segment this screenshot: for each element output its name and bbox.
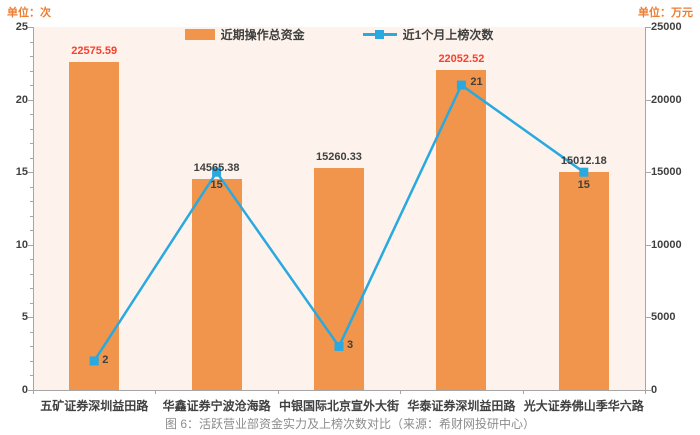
right-axis-tick [646, 390, 651, 391]
left-axis-minor-tick [30, 114, 33, 116]
x-axis-tick [645, 390, 646, 394]
left-axis-minor-tick [30, 346, 33, 348]
bar-value-label: 15012.18 [560, 155, 607, 168]
legend: 近期操作总资金 近1个月上榜次数 [33, 26, 645, 43]
right-axis-tick-label: 15000 [651, 166, 682, 179]
bar-value-label: 22052.52 [438, 52, 485, 65]
right-axis-tick [646, 99, 651, 101]
right-axis-line [645, 27, 646, 391]
line-point-marker [579, 167, 589, 177]
right-axis-tick-label: 10000 [651, 238, 682, 251]
category-label: 华泰证券深圳益田路 [407, 399, 516, 413]
left-axis-minor-tick [30, 259, 33, 261]
right-axis-tick-label: 25000 [651, 21, 682, 33]
left-axis-minor-tick [30, 201, 33, 203]
x-axis-tick [155, 390, 157, 394]
left-axis-tick [28, 172, 33, 174]
line-point-marker [334, 341, 344, 351]
right-axis-tick-label: 20000 [651, 93, 682, 106]
left-axis-unit-label: 单位：次 [7, 7, 51, 19]
left-axis-line [33, 27, 34, 391]
legend-line-label: 近1个月上榜次数 [402, 28, 494, 42]
left-axis-tick [28, 390, 33, 391]
right-axis-tick [646, 244, 651, 246]
left-axis-tick [28, 244, 33, 246]
right-axis-tick-label: 0 [651, 384, 658, 396]
left-axis-minor-tick [30, 128, 33, 130]
x-axis-tick [277, 390, 279, 394]
category-label: 中银国际北京宣外大街 [278, 399, 399, 413]
line-path [93, 83, 585, 362]
left-axis-minor-tick [30, 331, 33, 333]
line-point-label: 15 [577, 179, 590, 192]
right-axis-tick [646, 27, 651, 28]
left-axis-tick-label: 15 [15, 166, 28, 179]
figure-caption: 图 6：活跃营业部资金实力及上榜次数对比（来源：希财网投研中心） [164, 417, 535, 431]
line-point-marker [212, 167, 222, 177]
bar [314, 168, 364, 390]
left-axis-minor-tick [30, 56, 33, 58]
category-label: 华鑫证券宁波沧海路 [162, 399, 271, 413]
legend-bar-label: 近期操作总资金 [220, 28, 305, 42]
left-axis-minor-tick [30, 230, 33, 232]
left-axis-tick-label: 0 [21, 384, 28, 396]
bar-series-swatch-icon [184, 29, 215, 40]
left-axis-tick [28, 317, 33, 319]
line-point-label: 3 [347, 339, 354, 352]
left-axis-minor-tick [30, 143, 33, 145]
right-axis-tick-label: 5000 [651, 311, 676, 324]
category-label: 光大证券佛山季华六路 [523, 399, 644, 413]
left-axis-minor-tick [30, 85, 33, 87]
left-axis-minor-tick [30, 215, 33, 217]
x-axis-tick [33, 390, 34, 394]
left-axis-minor-tick [30, 288, 33, 290]
left-axis-tick-label: 20 [15, 93, 28, 106]
x-axis-tick [400, 390, 402, 394]
line-point-marker [456, 80, 466, 90]
bar [191, 178, 242, 390]
left-axis-minor-tick [30, 41, 33, 43]
legend-item-line-series: 近1个月上榜次数 [362, 26, 494, 43]
right-axis-unit-label: 单位：万元 [638, 7, 693, 19]
left-axis-minor-tick [30, 273, 33, 275]
bottom-axis-line [28, 390, 650, 391]
category-label: 五矿证券深圳益田路 [40, 399, 149, 413]
right-axis-tick [646, 317, 651, 319]
line-point-label: 15 [210, 179, 223, 192]
bar-value-label: 14565.38 [193, 161, 240, 174]
legend-item-bar-series: 近期操作总资金 [184, 26, 305, 43]
left-axis-minor-tick [30, 186, 33, 188]
left-axis-minor-tick [30, 375, 33, 377]
line-point-marker [89, 356, 99, 366]
line-point-label: 2 [102, 353, 109, 366]
left-axis-tick-label: 10 [15, 238, 28, 251]
left-axis-minor-tick [30, 157, 33, 159]
bar-value-label: 22575.59 [71, 45, 118, 58]
line-point-label: 21 [470, 76, 483, 89]
left-axis-minor-tick [30, 70, 33, 72]
left-axis-tick-label: 25 [15, 21, 28, 33]
left-axis-tick [28, 99, 33, 101]
right-axis-tick [646, 172, 651, 174]
line-series-swatch-icon [362, 30, 397, 39]
left-axis-minor-tick [30, 360, 33, 362]
left-axis-tick-label: 5 [21, 311, 28, 324]
x-axis-tick [522, 390, 524, 394]
bar [558, 172, 609, 390]
left-axis-minor-tick [30, 302, 33, 304]
bar-value-label: 15260.33 [316, 151, 362, 164]
left-axis-tick [28, 27, 33, 28]
